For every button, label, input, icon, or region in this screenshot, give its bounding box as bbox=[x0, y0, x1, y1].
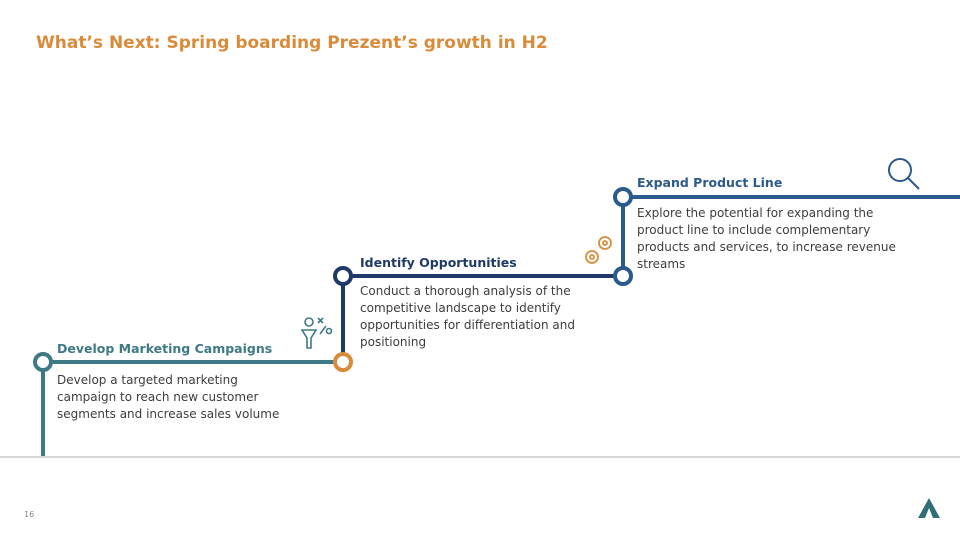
node bbox=[333, 352, 353, 372]
gears-icon bbox=[585, 236, 612, 264]
step-text: Conduct a thorough analysis of the compe… bbox=[360, 284, 575, 349]
logo-cut bbox=[925, 508, 933, 518]
step-title: Expand Product Line bbox=[637, 175, 783, 190]
page-number: 16 bbox=[24, 510, 35, 519]
step-text: Explore the potential for expanding the … bbox=[637, 206, 896, 271]
slide-title: What’s Next: Spring boarding Prezent’s g… bbox=[36, 33, 548, 53]
node bbox=[33, 352, 53, 372]
step-title: Identify Opportunities bbox=[360, 255, 517, 270]
step-title: Develop Marketing Campaigns bbox=[57, 341, 273, 356]
node bbox=[333, 266, 353, 286]
magnifier-icon bbox=[888, 158, 920, 190]
step-text: Develop a targeted marketing campaign to… bbox=[57, 373, 280, 421]
strategy-icon bbox=[300, 317, 333, 349]
node bbox=[613, 187, 633, 207]
node bbox=[613, 266, 633, 286]
